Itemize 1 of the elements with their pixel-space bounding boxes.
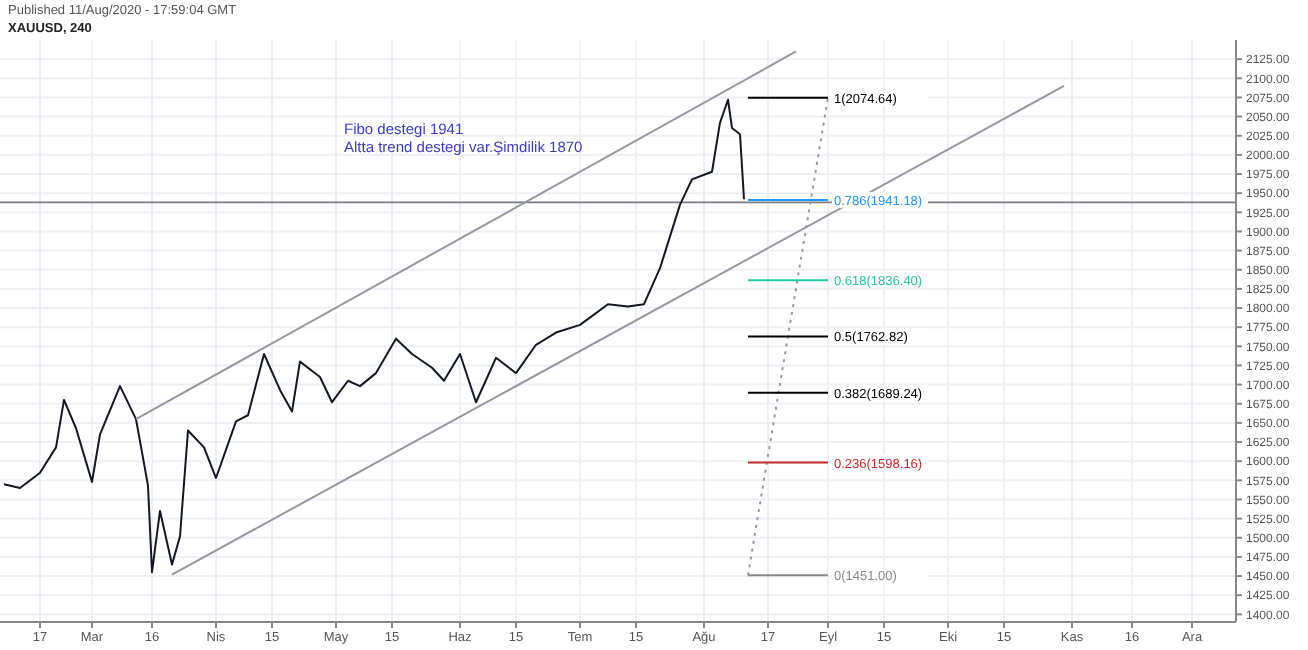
line-series (3, 98, 745, 574)
